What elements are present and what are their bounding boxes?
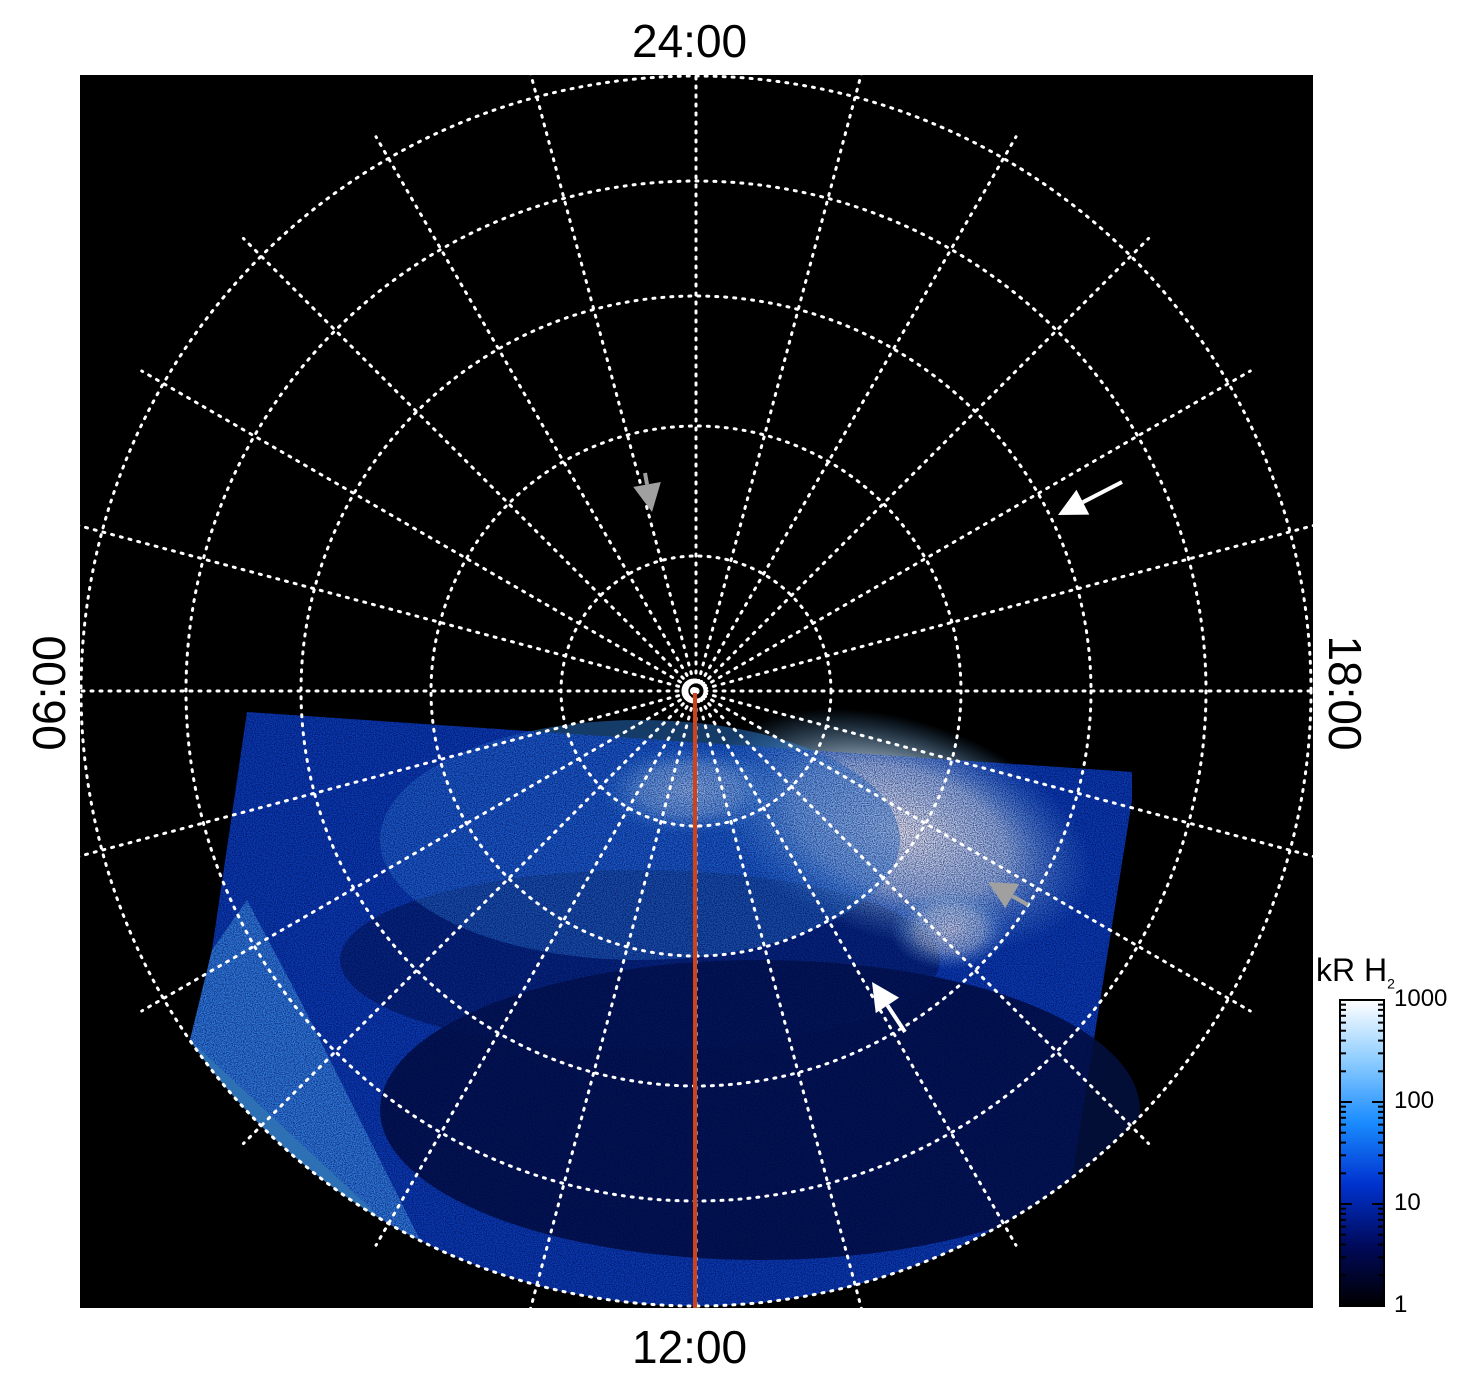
grid-spoke [529, 75, 698, 693]
grid-spoke [80, 524, 698, 693]
grid-spoke [694, 75, 863, 693]
annotation-arrow [872, 982, 907, 1034]
grid-spoke [694, 689, 863, 1308]
grid-spoke [140, 689, 698, 1013]
colorbar-title-main: kR H [1316, 952, 1388, 988]
grid-spoke [694, 689, 1018, 1247]
grid-spoke [694, 689, 1151, 1146]
local-time-label-noon: 12:00 [632, 1321, 748, 1373]
grid-spoke [694, 689, 1313, 858]
grid-spoke [374, 689, 698, 1247]
auroral-emission-swath [190, 708, 1140, 1306]
grid-spoke [529, 689, 698, 1308]
grid-spoke [694, 689, 1252, 1013]
local-time-label-midnight: 24:00 [632, 15, 748, 67]
grid-spoke [694, 524, 1313, 693]
local-time-label-dusk: 18:00 [1319, 635, 1371, 751]
colorbar-tick-label: 1000 [1394, 985, 1448, 1012]
grid-spoke [241, 236, 698, 693]
grid-spoke [80, 689, 698, 858]
colorbar-tick-label: 10 [1394, 1189, 1421, 1216]
grid-spoke [694, 135, 1018, 693]
colorbar-title: kR H2 [1316, 952, 1395, 991]
colorbar [1339, 999, 1385, 1307]
grid-spoke [374, 135, 698, 693]
annotation-arrow [1058, 480, 1123, 515]
colorbar-ticks [1340, 999, 1384, 1307]
grid-spoke [241, 689, 698, 1146]
grid-spoke [694, 236, 1151, 693]
annotation-arrow [633, 472, 661, 512]
local-time-label-dawn: 06:00 [23, 635, 75, 751]
annotation-arrows [633, 472, 1123, 1034]
grid-spoke [140, 369, 698, 693]
annotation-arrow [988, 882, 1029, 909]
colorbar-tick-label: 1 [1394, 1291, 1408, 1318]
colorbar-gradient [1339, 999, 1385, 1307]
colorbar-title-subscript: 2 [1387, 975, 1395, 992]
colorbar-tick-label: 100 [1394, 1087, 1435, 1114]
grid-spoke [694, 369, 1252, 693]
